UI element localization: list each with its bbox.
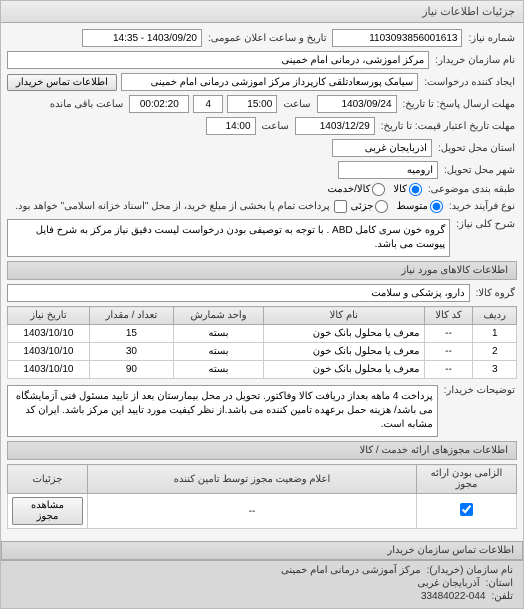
category-radio-group: کالا کالا/خدمت (327, 183, 421, 196)
payment-type-label: نوع فرآیند خرید: (447, 201, 517, 212)
cell-qty: 15 (89, 325, 173, 343)
cat-service-label: کالا/خدمت (327, 184, 370, 195)
permits-table: الزامی بودن ارائه مجوز اعلام وضعیت مجوز … (7, 464, 517, 529)
cell-unit: بسته (173, 325, 263, 343)
cell-row: 1 (473, 325, 517, 343)
creator-input[interactable] (121, 73, 418, 91)
cell-name: معرف یا محلول بانک خون (264, 325, 424, 343)
org-phone-label: تلفن: (489, 591, 515, 602)
org-province-value: آذربایجان غربی (417, 578, 479, 589)
cell-code: -- (424, 343, 473, 361)
th-date: تاریخ نیاز (8, 307, 90, 325)
remain-count-input[interactable] (193, 95, 223, 113)
buyer-name-input[interactable] (7, 51, 429, 69)
province-label: استان محل تحویل: (436, 143, 517, 154)
org-name-value: مرکز آموزشی درمانی امام خمینی (281, 565, 421, 576)
cell-unit: بسته (173, 343, 263, 361)
footer-info: نام سازمان (خریدار): مرکز آموزشی درمانی … (1, 560, 523, 608)
validity-date-input[interactable] (295, 117, 375, 135)
permits-title: اطلاعات مجوزهای ارائه خدمت / کالا (7, 441, 517, 460)
pay-mid-label: متوسط (396, 201, 427, 212)
general-desc-text: گروه خون سری کامل ABD . با توجه به توصیف… (7, 219, 450, 257)
cell-date: 1403/10/10 (8, 361, 90, 379)
table-row: 2--معرف یا محلول بانک خونبسته301403/10/1… (8, 343, 517, 361)
th-details: جزئیات (8, 465, 88, 494)
cell-code: -- (424, 361, 473, 379)
buyer-conditions-text: پرداخت 4 ماهه بعداز دریافت کالا وفاکتور.… (7, 385, 438, 437)
remain-time-input[interactable] (129, 95, 189, 113)
th-name: نام کالا (264, 307, 424, 325)
cat-service-radio[interactable] (372, 183, 385, 196)
table-row: 3--معرف یا محلول بانک خونبسته901403/10/1… (8, 361, 517, 379)
remain-label: ساعت باقی مانده (48, 99, 125, 110)
request-no-input[interactable] (332, 29, 462, 47)
validity-time-label: ساعت (260, 121, 291, 132)
payment-radio-group: متوسط جزئی (351, 200, 443, 213)
deadline-label: مهلت ارسال پاسخ: تا تاریخ: (401, 99, 517, 110)
cell-code: -- (424, 325, 473, 343)
pay-small-radio[interactable] (375, 200, 388, 213)
cat-goods-radio[interactable] (409, 183, 422, 196)
goods-group-label: گروه کالا: (474, 288, 517, 299)
cat-goods-label: کالا (393, 184, 407, 195)
deadline-date-input[interactable] (317, 95, 397, 113)
creator-label: ایجاد کننده درخواست: (422, 77, 517, 88)
request-no-label: شماره نیاز: (466, 33, 517, 44)
permit-desc-cell: -- (88, 494, 417, 529)
view-permit-button[interactable]: مشاهده مجوز (12, 497, 83, 525)
cell-row: 3 (473, 361, 517, 379)
cell-unit: بسته (173, 361, 263, 379)
panel-body: شماره نیاز: تاریخ و ساعت اعلان عمومی: نا… (1, 23, 523, 535)
buyer-conditions-label: توضیحات خریدار: (442, 385, 517, 396)
cell-name: معرف یا محلول بانک خون (264, 361, 424, 379)
th-row: ردیف (473, 307, 517, 325)
main-panel: جزئیات اطلاعات نیاز شماره نیاز: تاریخ و … (0, 0, 524, 609)
cell-name: معرف یا محلول بانک خون (264, 343, 424, 361)
validity-time-input[interactable] (206, 117, 256, 135)
validity-label: مهلت تاریخ اعتبار قیمت: تا تاریخ: (379, 121, 517, 132)
cell-qty: 90 (89, 361, 173, 379)
province-input[interactable] (332, 139, 432, 157)
cell-date: 1403/10/10 (8, 343, 90, 361)
panel-title: جزئیات اطلاعات نیاز (1, 1, 523, 23)
contact-info-title: اطلاعات تماس سازمان خریدار (1, 541, 523, 560)
payment-note-label: پرداخت تمام یا بخشی از مبلغ خرید، از محل… (13, 201, 331, 212)
table-row: 1--معرف یا محلول بانک خونبسته151403/10/1… (8, 325, 517, 343)
contact-buyer-button[interactable]: اطلاعات تماس خریدار (7, 74, 117, 91)
cell-date: 1403/10/10 (8, 325, 90, 343)
org-name-label: نام سازمان (خریدار): (425, 565, 515, 576)
goods-group-input[interactable] (7, 284, 470, 302)
pay-mid-radio[interactable] (430, 200, 443, 213)
pay-small-label: جزئی (351, 201, 374, 212)
payment-note-checkbox[interactable] (334, 200, 347, 213)
cell-row: 2 (473, 343, 517, 361)
permit-row: -- مشاهده مجوز (8, 494, 517, 529)
cell-qty: 30 (89, 343, 173, 361)
th-desc: اعلام وضعیت مجوز توسط تامین کننده (88, 465, 417, 494)
th-mandatory: الزامی بودن ارائه مجوز (417, 465, 517, 494)
goods-info-title: اطلاعات کالاهای مورد نیاز (7, 261, 517, 280)
public-date-input[interactable] (82, 29, 202, 47)
th-unit: واحد شمارش (173, 307, 263, 325)
city-label: شهر محل تحویل: (442, 165, 517, 176)
org-phone-value: 33484022-044 (421, 591, 486, 602)
th-qty: تعداد / مقدار (89, 307, 173, 325)
deadline-time-input[interactable] (227, 95, 277, 113)
th-code: کد کالا (424, 307, 473, 325)
general-desc-label: شرح کلی نیاز: (454, 219, 517, 230)
city-input[interactable] (338, 161, 438, 179)
buyer-name-label: نام سازمان خریدار: (433, 55, 517, 66)
permit-mandatory-checkbox[interactable] (460, 503, 473, 516)
category-label: طبقه بندی موضوعی: (426, 184, 517, 195)
public-date-label: تاریخ و ساعت اعلان عمومی: (206, 33, 329, 44)
org-province-label: استان: (484, 578, 515, 589)
goods-table: ردیف کد کالا نام کالا واحد شمارش تعداد /… (7, 306, 517, 379)
deadline-time-label: ساعت (281, 99, 312, 110)
